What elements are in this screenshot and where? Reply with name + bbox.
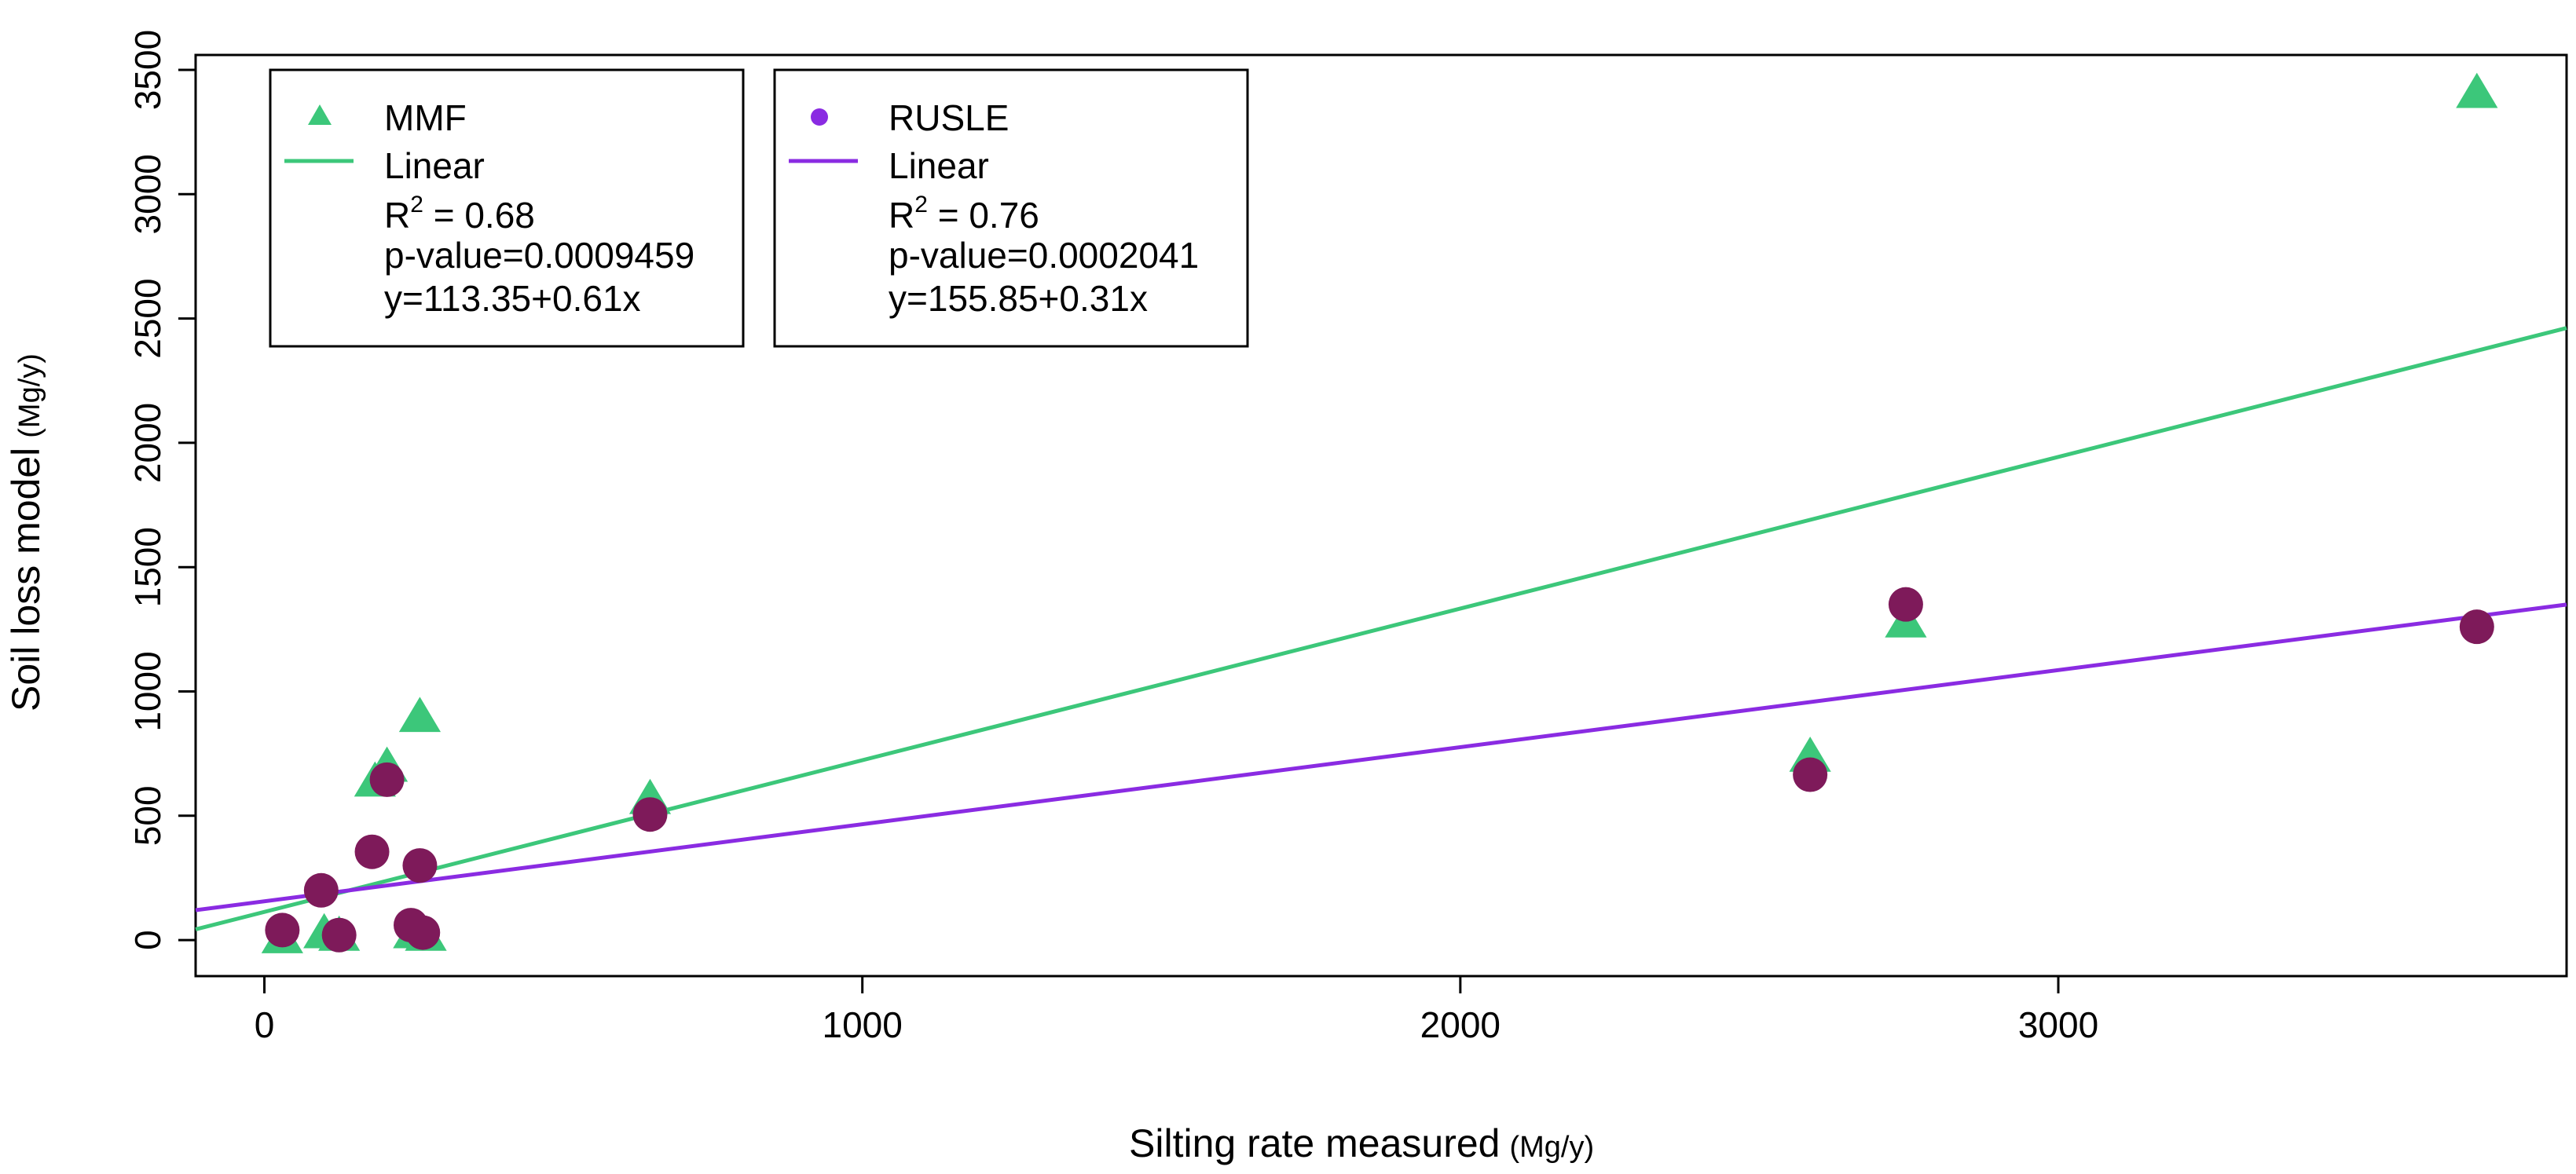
x-axis: 0 1000 2000 3000 — [255, 976, 2098, 1045]
fit-line-mmf — [195, 326, 2567, 931]
legend-rusle-marker — [811, 108, 828, 126]
mmf-point-11 — [2456, 72, 2498, 108]
rusle-point-3 — [354, 834, 390, 869]
x-axis-title-text: Silting rate measured — [1129, 1121, 1500, 1165]
y-tick-label-500: 500 — [127, 785, 168, 846]
legend-rusle-label: RUSLE — [889, 97, 1009, 138]
plot-frame — [194, 53, 2568, 978]
legend-rusle-equation: y=155.85+0.31x — [889, 278, 1148, 319]
legend-mmf-r2-value: = 0.68 — [423, 195, 535, 236]
rusle-point-7 — [405, 915, 441, 950]
y-axis-unit: (Mg/y) — [13, 353, 46, 438]
legend-mmf-label: MMF — [384, 97, 467, 138]
y-tick-label-2000: 2000 — [127, 403, 168, 483]
rusle-point-2 — [321, 917, 357, 953]
mmf-point-6 — [398, 697, 442, 733]
fit-lines — [195, 326, 2567, 931]
legend-mmf-r2: R2 = 0.68 — [384, 192, 535, 236]
legend-rusle-fit-label: Linear — [889, 145, 989, 186]
rusle-point-8 — [632, 797, 668, 832]
x-tick-label-2000: 2000 — [1420, 1004, 1501, 1045]
rusle-point-0 — [265, 913, 300, 948]
y-axis: 0 500 1000 1500 2000 2500 3000 3500 — [127, 30, 196, 950]
x-axis-title: Silting rate measured (Mg/y) — [1129, 1121, 1594, 1165]
rusle-point-10 — [1888, 587, 1923, 622]
y-tick-label-1500: 1500 — [127, 527, 168, 607]
y-axis-title: Soil loss model (Mg/y) — [4, 353, 48, 711]
legend-mmf-pvalue: p-value=0.0009459 — [384, 235, 694, 276]
x-tick-label-3000: 3000 — [2018, 1004, 2098, 1045]
legend-rusle-box — [773, 68, 1249, 348]
legend-rusle-r2-value: = 0.76 — [928, 195, 1039, 236]
y-tick-label-3500: 3500 — [127, 30, 168, 110]
legend-rusle-r2: R2 = 0.76 — [889, 192, 1039, 236]
y-tick-label-3000: 3000 — [127, 154, 168, 234]
rusle-point-9 — [1793, 757, 1828, 792]
rusle-point-6 — [402, 848, 438, 883]
legend-rusle-r2-sup: 2 — [914, 192, 928, 218]
x-tick-label-1000: 1000 — [823, 1004, 903, 1045]
legend-mmf-fit-label: Linear — [384, 145, 485, 186]
series-layer — [261, 72, 2498, 953]
x-axis-unit: (Mg/y) — [1509, 1131, 1594, 1164]
legend-mmf-r2-sup: 2 — [410, 192, 423, 218]
x-tick-label-0: 0 — [255, 1004, 275, 1045]
legend-rusle-r2-prefix: R — [889, 195, 914, 236]
legend-rusle: RUSLE Linear R2 = 0.76 p-value=0.0002041… — [773, 68, 1249, 348]
y-axis-title-text: Soil loss model — [4, 448, 48, 711]
legend-mmf-box — [269, 68, 745, 348]
y-tick-label-1000: 1000 — [127, 651, 168, 731]
rusle-point-11 — [2459, 609, 2494, 645]
y-tick-label-0: 0 — [127, 930, 168, 950]
legend-mmf-r2-prefix: R — [384, 195, 410, 236]
legend-mmf-equation: y=113.35+0.61x — [384, 278, 641, 319]
legend-mmf: MMF Linear R2 = 0.68 p-value=0.0009459 y… — [269, 68, 745, 348]
legend-mmf-marker — [308, 104, 332, 125]
fit-line-rusle — [195, 602, 2567, 913]
legend-rusle-pvalue: p-value=0.0002041 — [889, 235, 1199, 276]
y-tick-label-2500: 2500 — [127, 278, 168, 358]
rusle-point-1 — [303, 872, 339, 908]
rusle-point-4 — [369, 762, 405, 797]
